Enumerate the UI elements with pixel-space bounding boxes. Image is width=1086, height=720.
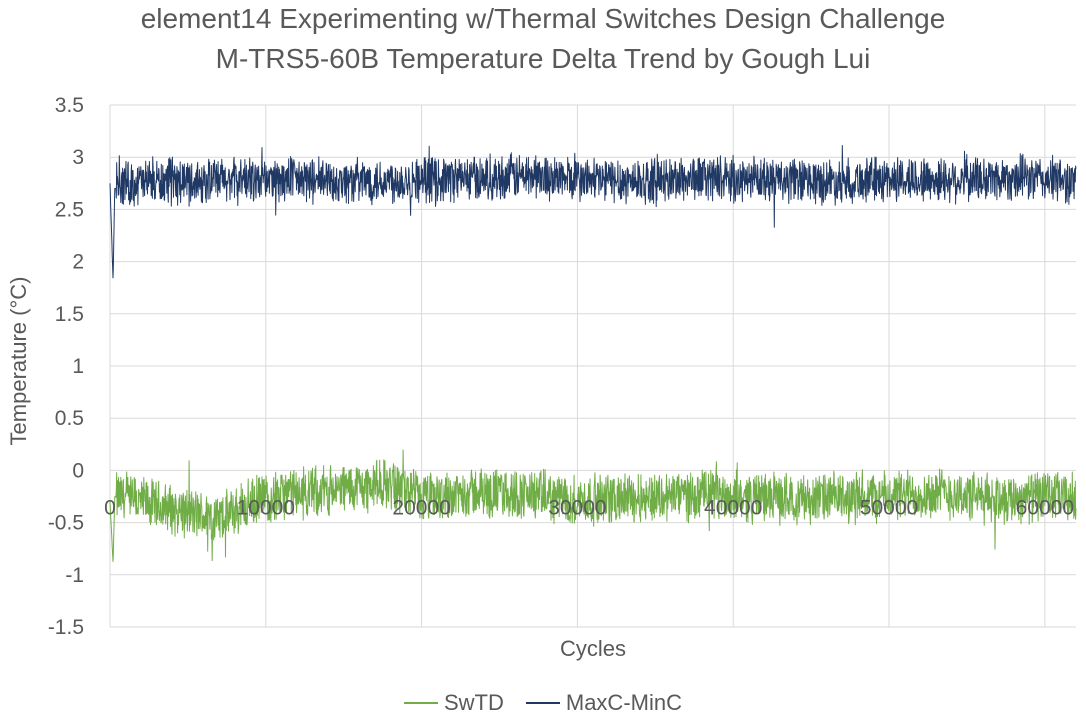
legend-swatch-maxc-minc	[525, 702, 560, 704]
y-tick-label: 3	[72, 146, 84, 169]
chart-subtitle: M-TRS5-60B Temperature Delta Trend by Go…	[215, 43, 871, 74]
legend-item-swtd: SwTD	[403, 690, 504, 716]
x-tick-label: 0	[104, 496, 116, 519]
series-line-maxc-minc	[109, 145, 1077, 279]
y-tick-label: -1	[65, 564, 84, 587]
y-tick-label: 2.5	[55, 198, 84, 221]
y-tick-label: 0.5	[55, 407, 84, 430]
x-tick-label: 20000	[392, 496, 450, 519]
series-line-swtd	[109, 449, 1077, 562]
legend-swatch-swtd	[403, 702, 438, 704]
x-axis-label: Cycles	[560, 636, 626, 661]
x-tick-label: 40000	[704, 496, 762, 519]
y-tick-label: 0	[72, 459, 84, 482]
chart-plot: 3.5 3 2.5 2 1.5 1 0.5 0 -0.5 -1 -1.5 0 10000 20000 300…	[6, 94, 1077, 661]
y-tick-label: 3.5	[55, 94, 84, 117]
y-tick-label: -0.5	[48, 512, 84, 535]
legend-item-maxc-minc: MaxC-MinC	[525, 690, 682, 716]
x-tick-label: 10000	[237, 496, 295, 519]
y-tick-label: 2	[72, 251, 84, 274]
chart-title: element14 Experimenting w/Thermal Switch…	[140, 3, 946, 34]
x-tick-label: 30000	[548, 496, 606, 519]
x-tick-label: 50000	[860, 496, 918, 519]
chart-legend: SwTD MaxC-MinC	[0, 690, 1086, 716]
y-axis-label: Temperature (°C)	[6, 277, 31, 446]
legend-label-maxc-minc: MaxC-MinC	[565, 690, 682, 715]
legend-label-swtd: SwTD	[443, 690, 504, 715]
x-tick-label: 60000	[1016, 496, 1074, 519]
y-tick-label: 1	[72, 355, 84, 378]
y-tick-label: -1.5	[48, 616, 84, 639]
y-tick-label: 1.5	[55, 303, 84, 326]
